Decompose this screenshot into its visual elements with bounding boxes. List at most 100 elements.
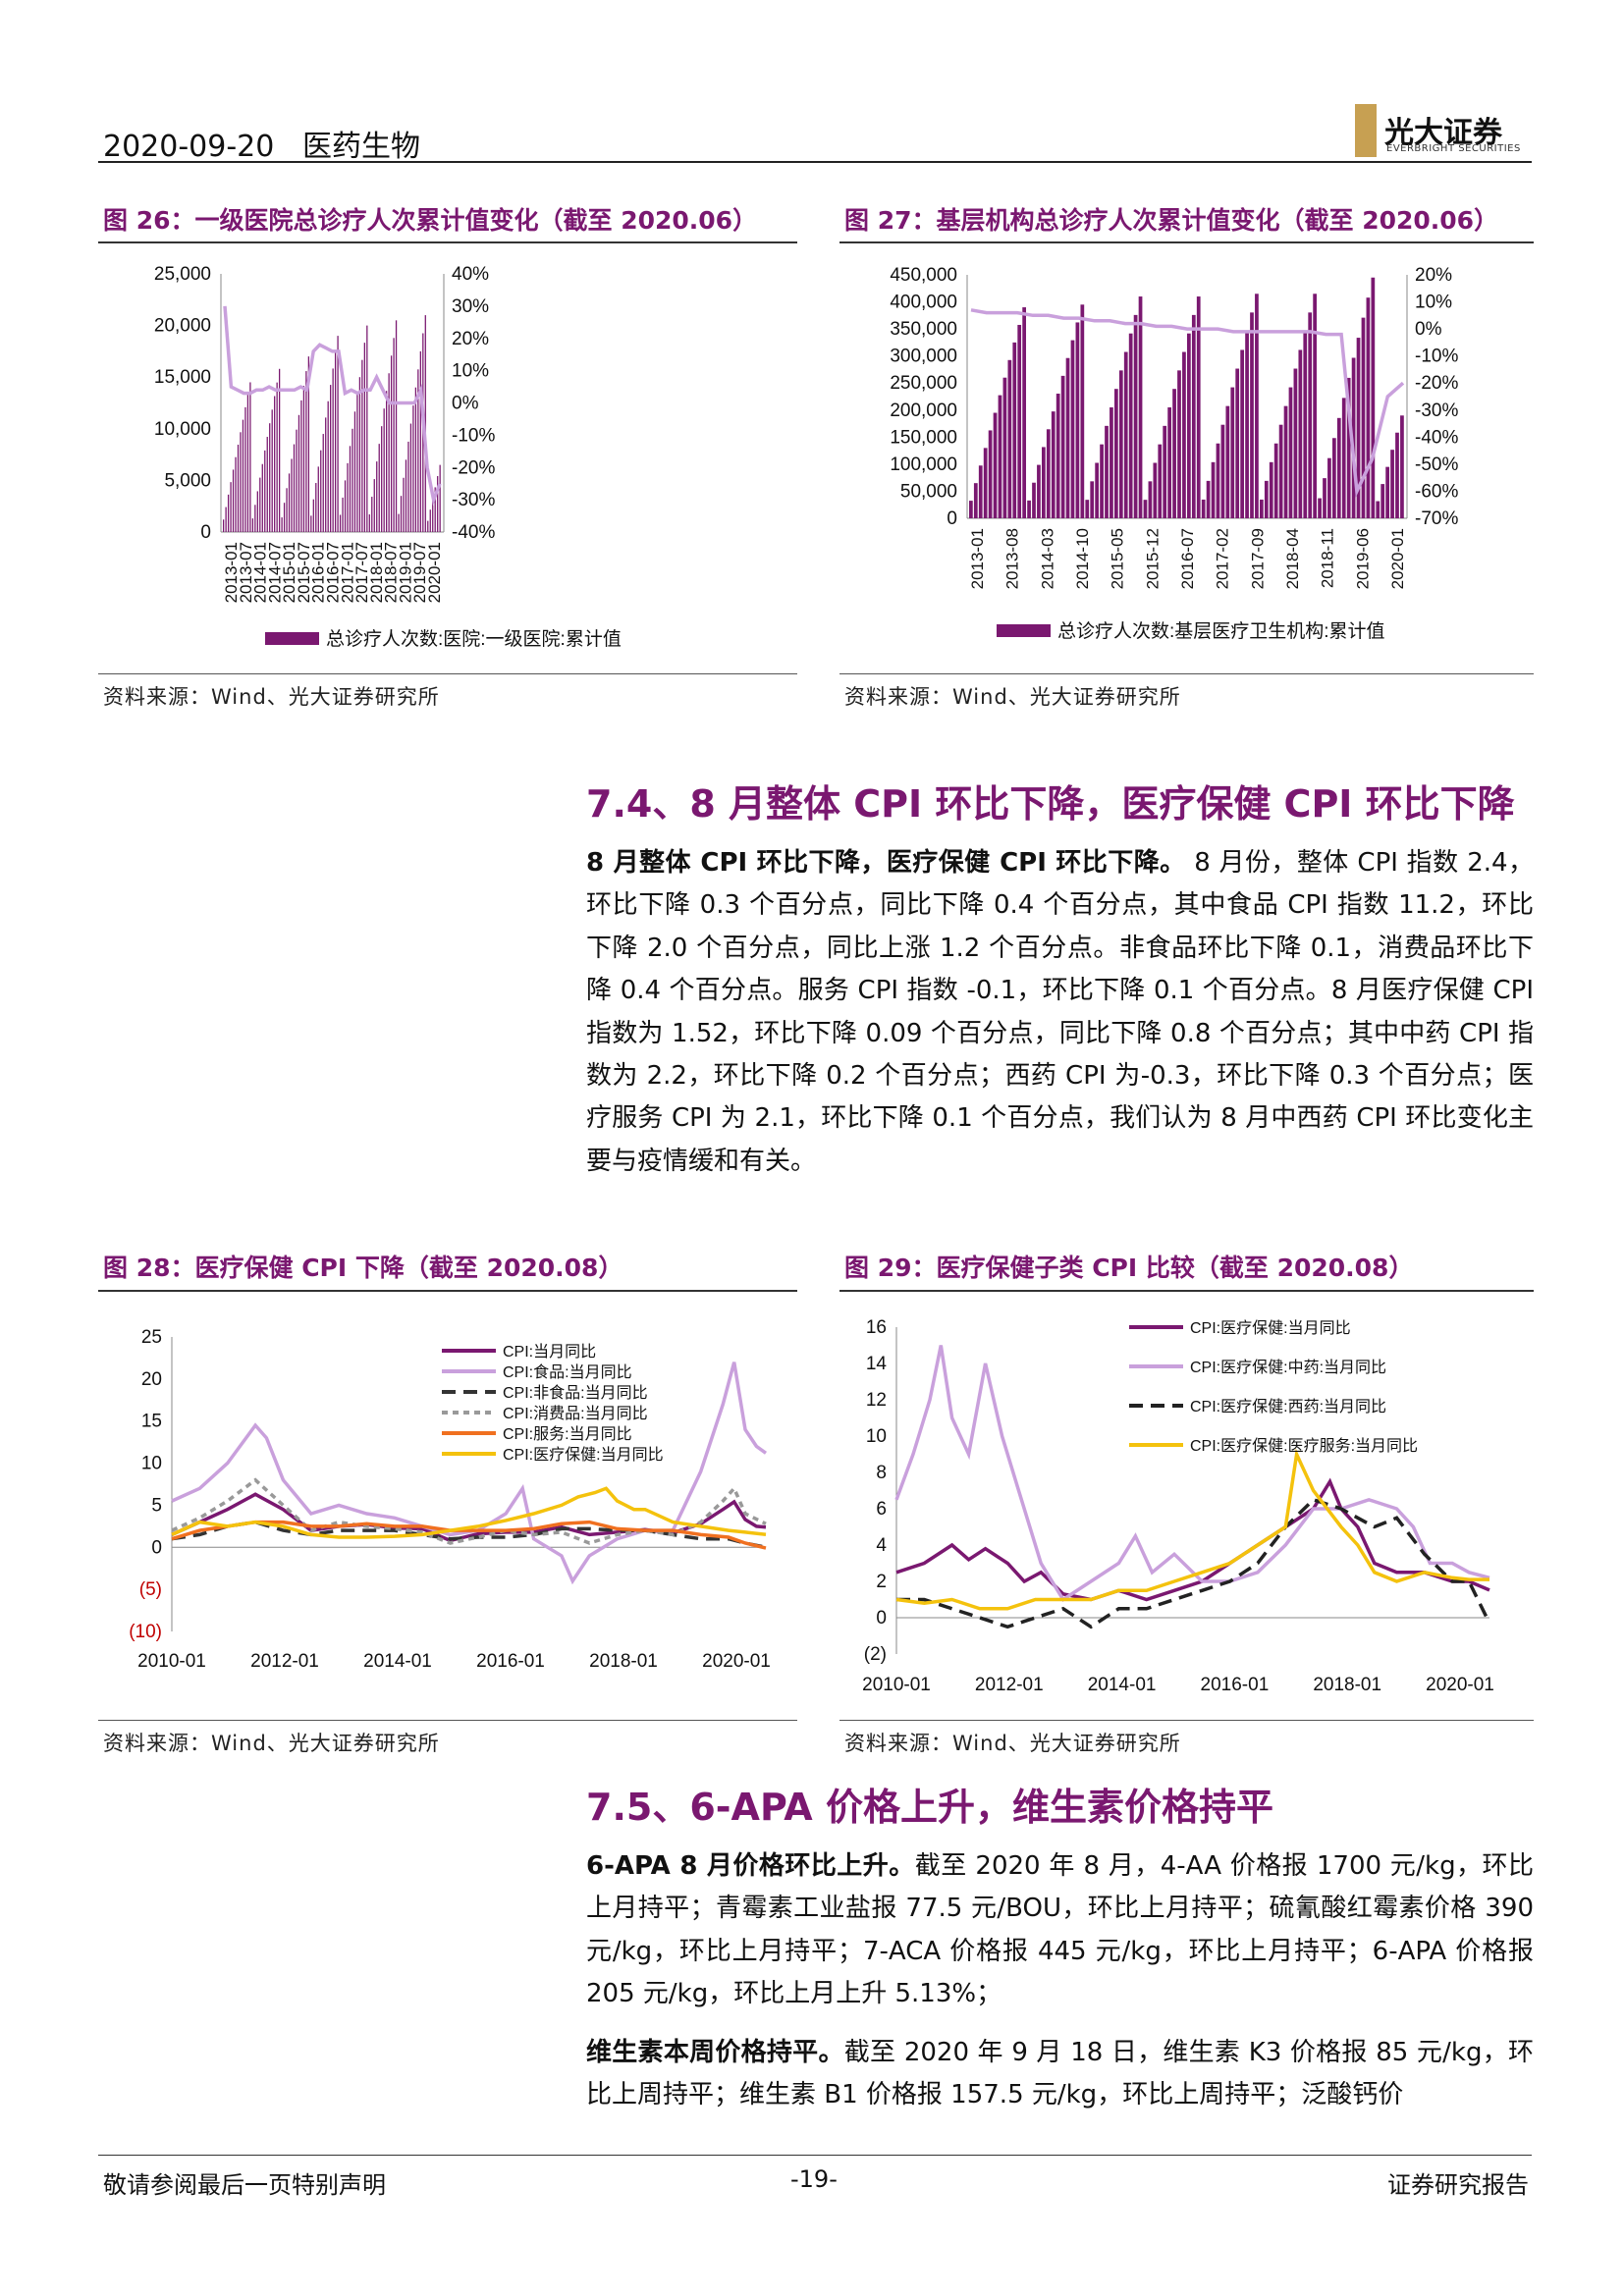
y2-tick-label: -30% (1415, 400, 1458, 421)
bar (356, 394, 358, 532)
y-tick-label: 14 (866, 1354, 888, 1374)
bar (993, 412, 998, 518)
x-tick-label: 2020-01 (1388, 528, 1407, 589)
bar (1143, 500, 1148, 518)
x-tick-label: 2014-07 (265, 542, 284, 603)
bar (417, 369, 419, 532)
y2-tick-label: 10% (452, 361, 489, 382)
fig29-source: 资料来源：Wind、光大证券研究所 (844, 1732, 1181, 1755)
bar (1100, 444, 1104, 518)
bar (403, 477, 405, 532)
legend-label: CPI:医疗保健:医疗服务:当月同比 (1190, 1437, 1418, 1455)
x-tick-label: 2018-04 (1283, 528, 1302, 589)
bar (1395, 432, 1399, 518)
y-tick-label: 0 (151, 1537, 162, 1558)
y2-tick-label: 20% (452, 329, 489, 349)
legend-swatch (997, 624, 1051, 637)
y-tick-label: 20,000 (154, 316, 211, 337)
bar (414, 387, 417, 532)
bar (390, 355, 393, 532)
bar (1351, 357, 1356, 518)
bar (1032, 482, 1036, 518)
bar (1361, 317, 1366, 518)
fig29-top-rule (839, 1290, 1534, 1292)
bar (283, 503, 286, 532)
bar (1022, 307, 1026, 518)
x-tick-label: 2020-01 (1426, 1675, 1494, 1695)
bar (1264, 480, 1269, 518)
bar (342, 497, 344, 532)
bar (1269, 461, 1273, 518)
header-rule (98, 161, 1532, 163)
y-tick-label: 200,000 (890, 400, 957, 421)
y-tick-label: 150,000 (890, 427, 957, 448)
x-tick-label: 2017-07 (352, 542, 371, 603)
bar (298, 414, 300, 532)
x-tick-label: 2014-01 (251, 542, 270, 603)
y-tick-label: 8 (876, 1463, 887, 1483)
bar (988, 430, 993, 518)
y-tick-label: 100,000 (890, 454, 957, 475)
bar (395, 320, 398, 532)
y-tick-label: 25,000 (154, 264, 211, 285)
bar (434, 487, 436, 532)
series-line (171, 1520, 767, 1550)
bar (1225, 405, 1230, 518)
bar (286, 488, 288, 532)
bar (1002, 377, 1007, 518)
x-tick-label: 2014-03 (1038, 528, 1056, 589)
bar (1235, 368, 1240, 518)
bar (310, 515, 312, 532)
y-tick-label: 0 (200, 522, 211, 543)
bar (1346, 377, 1351, 518)
bar (1123, 351, 1128, 518)
bar (398, 513, 400, 532)
bar (276, 382, 278, 532)
bar (1216, 443, 1220, 518)
y2-tick-label: -10% (452, 425, 495, 446)
y2-tick-label: 40% (452, 264, 489, 285)
x-tick-label: 2017-02 (1214, 528, 1232, 589)
series-line (171, 1520, 767, 1550)
x-tick-label: 2014-01 (363, 1651, 432, 1672)
y2-tick-label: -30% (452, 490, 495, 510)
bar (376, 461, 378, 532)
bar (424, 315, 426, 532)
fig28-bottom-rule (98, 1720, 797, 1721)
bar (315, 483, 317, 532)
x-tick-label: 2017-09 (1248, 528, 1267, 589)
y-tick-label: 0 (876, 1608, 887, 1629)
y-tick-label: 15 (141, 1412, 162, 1432)
x-tick-label: 2014-01 (1088, 1675, 1157, 1695)
bar (1153, 462, 1158, 518)
x-tick-label: 2018-01 (589, 1651, 658, 1672)
section-7-5-paragraph-2: 维生素本周价格持平。截至 2020 年 9 月 18 日，维生素 K3 价格报 … (586, 2038, 1534, 2110)
bar (251, 518, 254, 532)
fig28-source: 资料来源：Wind、光大证券研究所 (103, 1732, 440, 1755)
y-tick-label: 250,000 (890, 373, 957, 394)
bar (230, 482, 232, 532)
fig26-top-rule (98, 241, 797, 243)
bar (232, 469, 235, 532)
y-tick-label: 2 (876, 1572, 887, 1592)
y2-tick-label: -50% (1415, 454, 1458, 475)
bar (429, 509, 431, 532)
bar (1095, 462, 1099, 518)
bar (327, 400, 329, 532)
bar (240, 432, 242, 532)
bar (1273, 443, 1278, 518)
fig28-chart: 25 20 15 10 5 0 (5) (10) 2010-01 2012-01 2014-01 20… (129, 1327, 771, 1672)
bar (271, 409, 273, 532)
x-tick-label: 2012-01 (250, 1651, 319, 1672)
bar (246, 395, 249, 532)
y-tick-label: 450,000 (890, 265, 957, 286)
bar (1380, 484, 1385, 518)
y2-tick-label: -20% (1415, 373, 1458, 394)
bar (1336, 417, 1341, 518)
bar (291, 458, 293, 532)
bar (1371, 277, 1376, 518)
y2-tick-label: 10% (1415, 293, 1452, 313)
bar (242, 419, 244, 532)
bar (1080, 304, 1085, 518)
bar (1085, 500, 1090, 518)
